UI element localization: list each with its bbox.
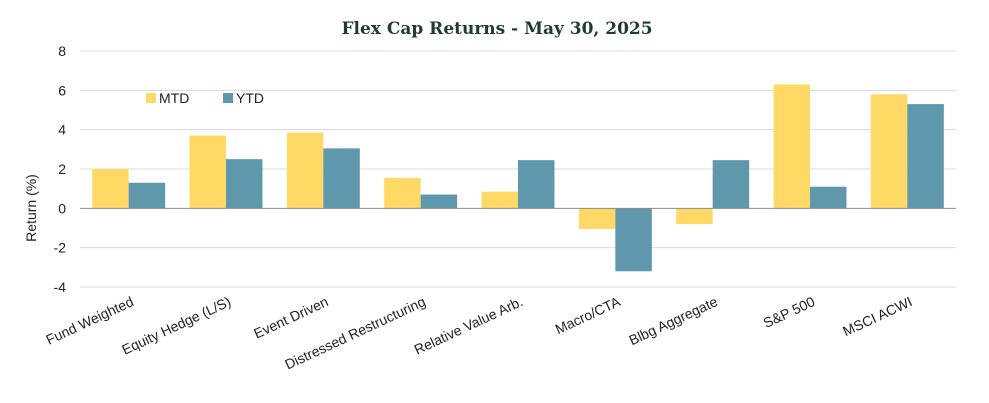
bar-ytd	[420, 194, 458, 209]
bar-mtd	[870, 94, 908, 209]
y-axis-label: Return (%)	[23, 174, 39, 242]
x-category-label: S&P 500	[761, 293, 818, 331]
bar-ytd	[712, 160, 750, 209]
legend-swatch-ytd	[223, 93, 233, 103]
legend-swatch-mtd	[146, 93, 156, 103]
bar-ytd	[518, 160, 555, 209]
bar-mtd	[773, 84, 810, 209]
legend-label-ytd: YTD	[236, 90, 264, 106]
bar-ytd	[615, 208, 652, 272]
bar-mtd	[92, 169, 129, 209]
y-tick-label: 0	[58, 200, 66, 216]
x-category-label: Equity Hedge (L/S)	[119, 293, 233, 357]
bar-ytd	[810, 186, 847, 209]
y-tick-label: 2	[58, 161, 66, 177]
bar-ytd	[323, 148, 360, 209]
x-category-label: MSCI ACWI	[840, 293, 914, 339]
x-category-label: Fund Weighted	[43, 293, 136, 348]
y-axis-ticks: 8 6 4 2 0 -2 -4	[54, 43, 67, 295]
bars	[92, 84, 944, 272]
legend-label-mtd: MTD	[159, 90, 189, 106]
bar-ytd	[128, 182, 166, 209]
y-tick-label: 8	[58, 43, 66, 59]
bar-mtd	[481, 191, 518, 209]
x-category-label: Blbg Aggregate	[626, 293, 720, 348]
bar-ytd	[907, 104, 944, 209]
y-tick-label: 4	[58, 122, 66, 138]
x-category-label: Relative Value Arb.	[412, 293, 526, 357]
legend: MTD YTD	[146, 90, 264, 106]
y-tick-label: -4	[54, 279, 67, 295]
x-category-label: Macro/CTA	[553, 293, 624, 337]
bar-mtd	[286, 132, 324, 209]
bar-ytd	[226, 159, 263, 209]
y-tick-label: 6	[58, 82, 66, 98]
x-category-label: Event Driven	[251, 293, 330, 341]
bar-mtd	[578, 208, 616, 229]
bar-mtd	[384, 177, 421, 209]
bar-mtd	[676, 208, 713, 225]
bar-mtd	[189, 135, 226, 209]
y-tick-label: -2	[54, 240, 67, 256]
chart-title: Flex Cap Returns - May 30, 2025	[341, 19, 652, 39]
